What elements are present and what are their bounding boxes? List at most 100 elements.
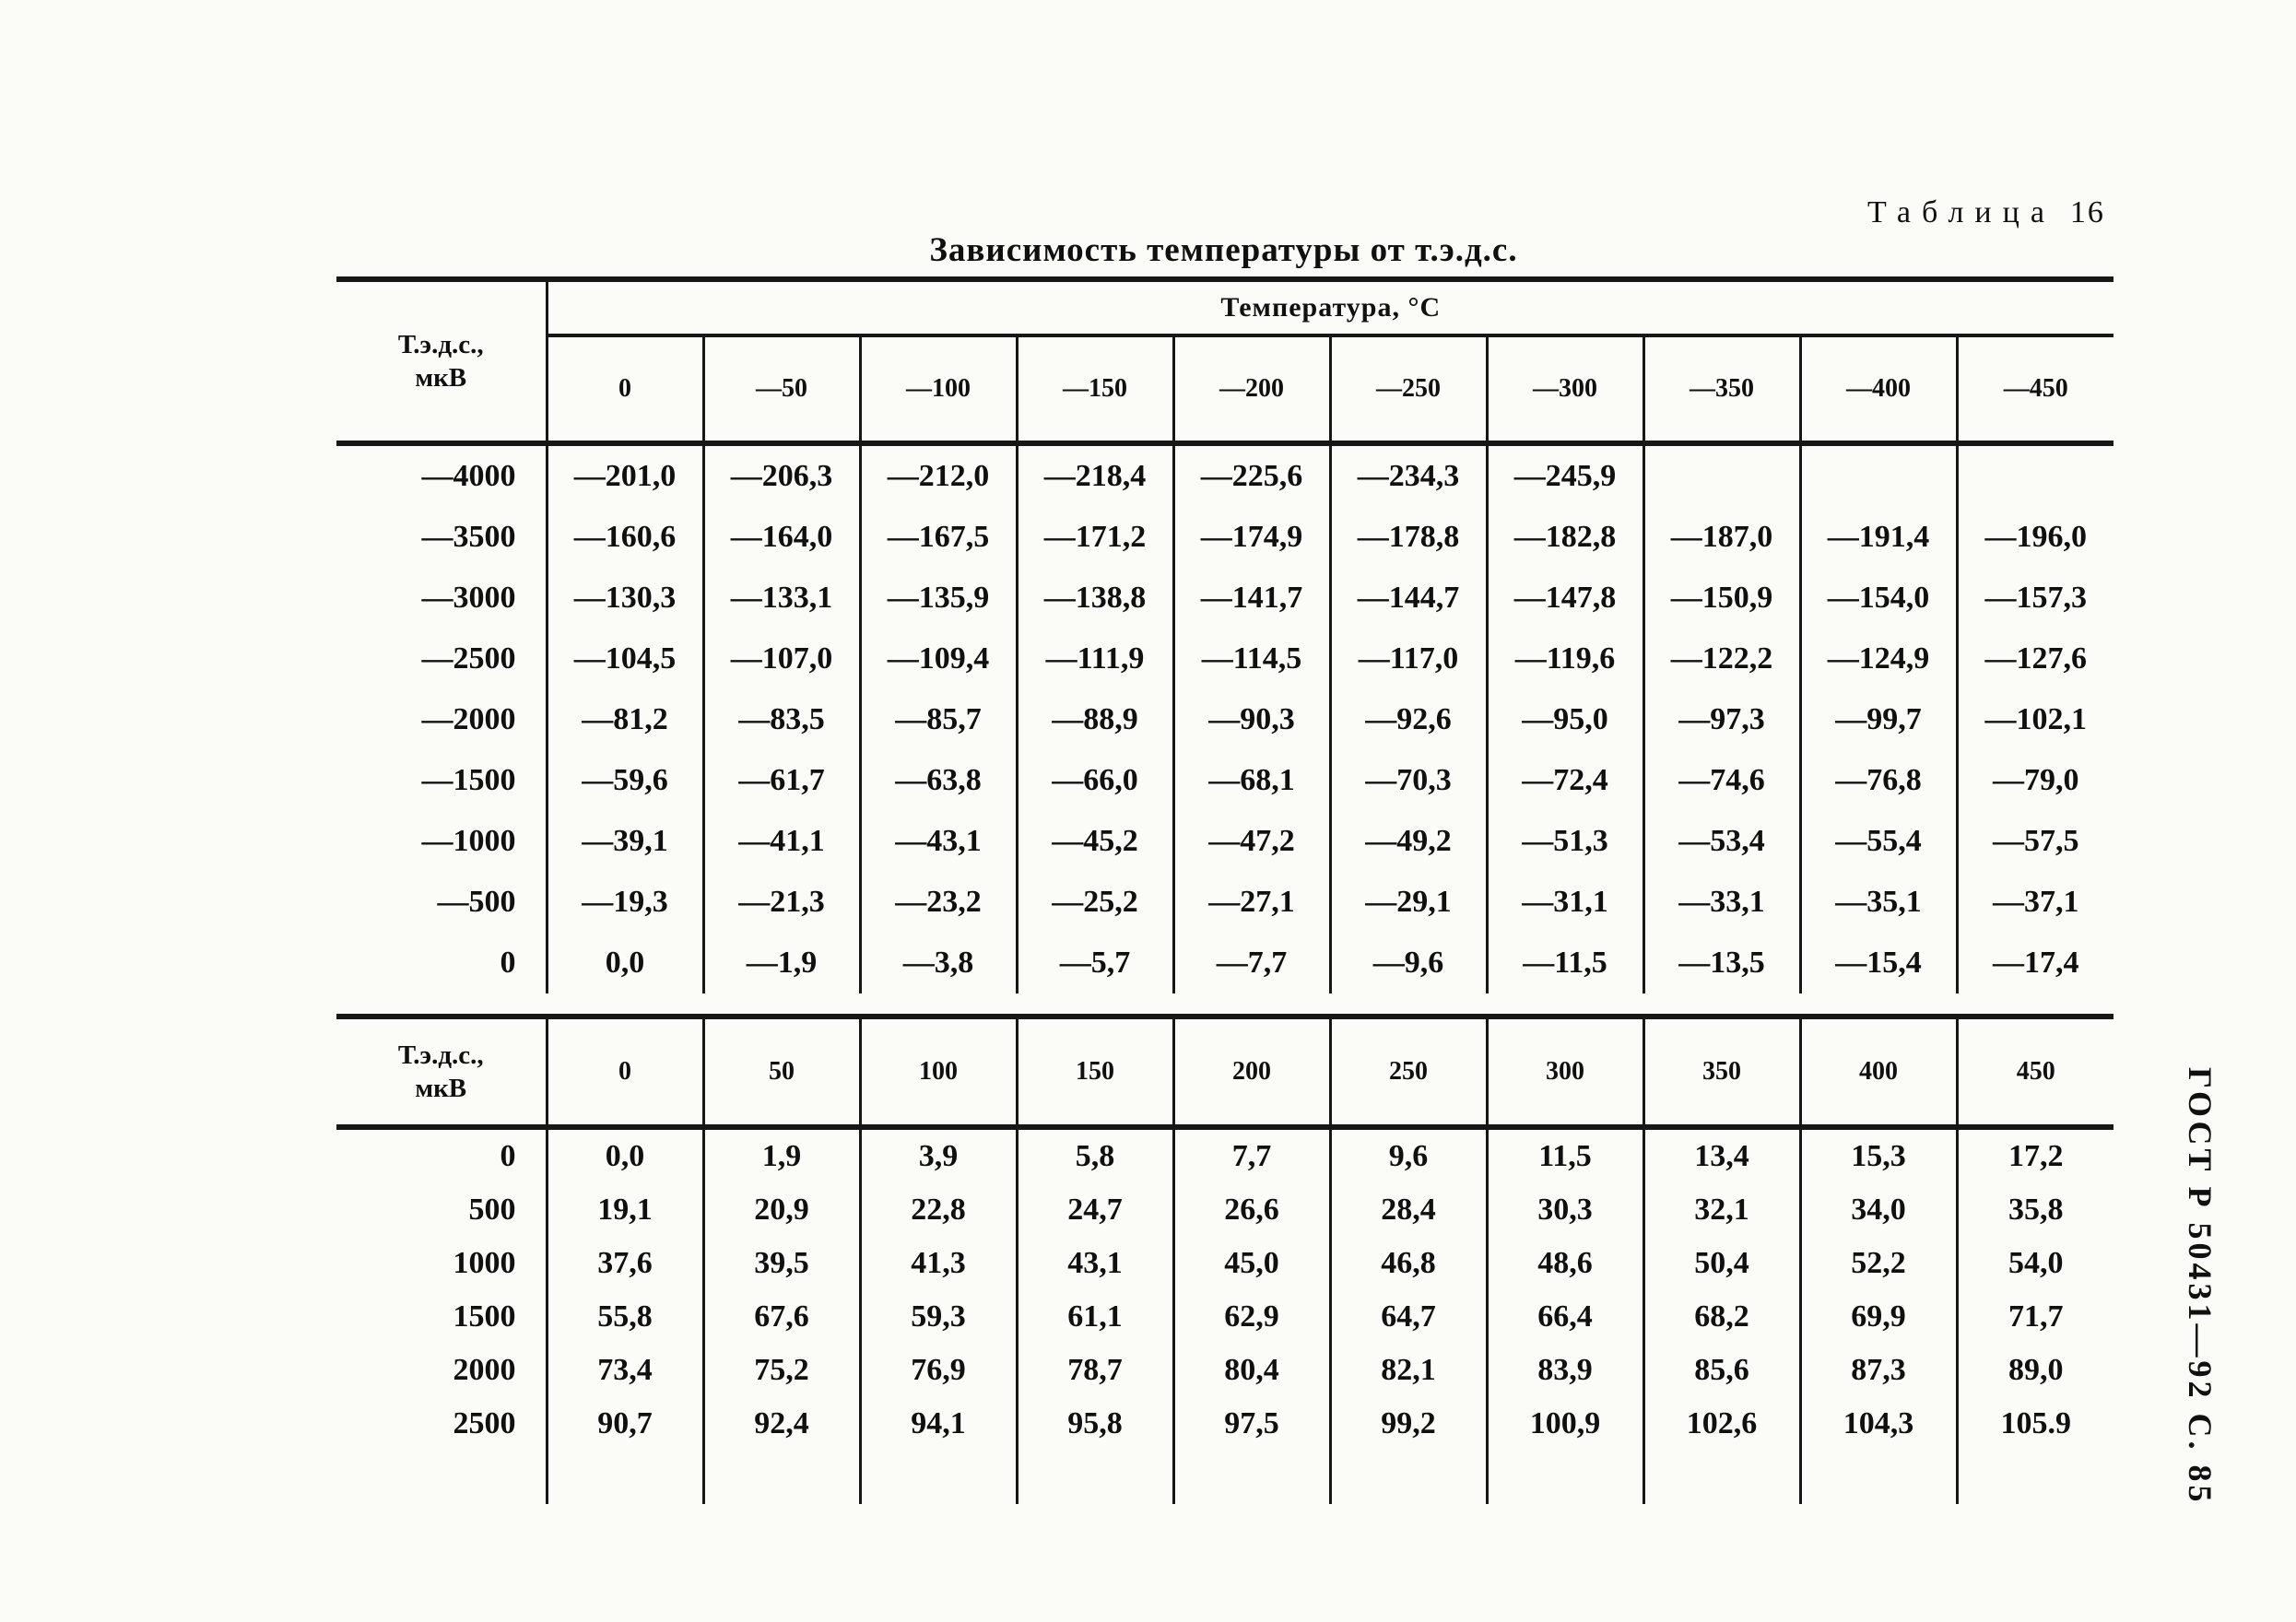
row-label: —500 <box>437 885 516 919</box>
table-cell <box>1172 1451 1330 1504</box>
table-cell: 82,1 <box>1328 1344 1487 1397</box>
table-cell: —127,6 <box>1955 629 2114 689</box>
row-label: 2500 <box>453 1406 516 1440</box>
table-cell: —11,5 <box>1485 933 1643 993</box>
col-header: 200 <box>1172 1017 1330 1130</box>
table-cell <box>1642 443 1800 507</box>
col-header: —450 <box>1955 335 2114 446</box>
table-cell: —25,2 <box>1015 872 1173 933</box>
table-cell: —124,9 <box>1798 629 1957 689</box>
table-cell: —130,3 <box>545 568 703 629</box>
table-cell: 87,3 <box>1798 1344 1957 1397</box>
table-cell <box>1485 1451 1643 1504</box>
row-label: —4000 <box>421 459 516 493</box>
table-cell: —178,8 <box>1328 507 1487 568</box>
table-row: —1500 —59,6 —61,7 —63,8 —66,0 —68,1 —70,3 —72,4… <box>336 750 2114 811</box>
table-cell: —43,1 <box>858 811 1017 872</box>
table-cell: —191,4 <box>1798 507 1957 568</box>
table-cell: —1,9 <box>701 933 860 993</box>
table-cell: 48,6 <box>1485 1237 1643 1290</box>
table-cell: —9,6 <box>1328 933 1487 993</box>
table-cell: —63,8 <box>858 750 1017 811</box>
table-cell: —141,7 <box>1172 568 1330 629</box>
table-row: —3000 —130,3 —133,1 —135,9 —138,8 —141,7 —144,… <box>336 568 2114 629</box>
emf-table-negative: Т.э.д.с., мкВ Температура, °С 0 —50 —100 —1… <box>336 276 2114 993</box>
table-cell: —119,6 <box>1485 629 1643 689</box>
table-row: 2000 73,4 75,2 76,9 78,7 80,4 82,1 83,9 85,6 87,3… <box>336 1344 2113 1397</box>
table-cell <box>545 1451 703 1504</box>
table-row: —4000 —201,0 —206,3 —212,0 —218,4 —225,6 —234,… <box>336 443 2114 507</box>
table-cell: 105.9 <box>1955 1397 2113 1451</box>
table-cell: —114,5 <box>1172 629 1330 689</box>
table-cell: —7,7 <box>1172 933 1330 993</box>
table-cell: 83,9 <box>1485 1344 1643 1397</box>
table-row: —2000 —81,2 —83,5 —85,7 —88,9 —90,3 —92,6 —95,0… <box>336 689 2114 750</box>
col-header: —300 <box>1485 335 1643 446</box>
corner-label-line1: Т.э.д.с., <box>397 1040 484 1070</box>
corner-label-line1: Т.э.д.с., <box>397 329 484 359</box>
row-label: 0 <box>500 946 516 980</box>
table-cell: 78,7 <box>1015 1344 1173 1397</box>
table-cell: —37,1 <box>1955 872 2114 933</box>
table-row: —3500 —160,6 —164,0 —167,5 —171,2 —174,9 —178,… <box>336 507 2114 568</box>
table-cell <box>1955 1451 2113 1504</box>
row-label: 500 <box>468 1193 516 1227</box>
table-cell: —144,7 <box>1328 568 1487 629</box>
table-cell: —70,3 <box>1328 750 1487 811</box>
table-cell: —97,3 <box>1642 689 1800 750</box>
table-cell: 20,9 <box>701 1183 860 1237</box>
table-cell <box>1955 443 2114 507</box>
table-cell <box>858 1451 1017 1504</box>
table-cell: —27,1 <box>1172 872 1330 933</box>
table-cell: —122,2 <box>1642 629 1800 689</box>
table-body: —4000 —201,0 —206,3 —212,0 —218,4 —225,6 —234,… <box>336 443 2114 993</box>
table-cell: 52,2 <box>1798 1237 1957 1290</box>
row-label: 1500 <box>453 1299 516 1334</box>
table-cell: —66,0 <box>1015 750 1173 811</box>
table-cell <box>1328 1451 1487 1504</box>
table-row: 500 19,1 20,9 22,8 24,7 26,6 28,4 30,3 32,1 34,0 3… <box>336 1183 2113 1237</box>
table-cell: 59,3 <box>858 1290 1017 1344</box>
table-cell: 35,8 <box>1955 1183 2113 1237</box>
table-cell: —135,9 <box>858 568 1017 629</box>
table-cell: 22,8 <box>858 1183 1017 1237</box>
table-cell: —55,4 <box>1798 811 1957 872</box>
table-cell: 17,2 <box>1955 1127 2113 1183</box>
table-cell: —51,3 <box>1485 811 1643 872</box>
table-cell: —13,5 <box>1642 933 1800 993</box>
table-cell: —15,4 <box>1798 933 1957 993</box>
table-cell: —138,8 <box>1015 568 1173 629</box>
table-cell: 97,5 <box>1172 1397 1330 1451</box>
table-cell: —57,5 <box>1955 811 2114 872</box>
table-cell: 75,2 <box>701 1344 860 1397</box>
table-cell: 90,7 <box>545 1397 703 1451</box>
col-header: 350 <box>1642 1017 1800 1130</box>
table-cell: 9,6 <box>1328 1127 1487 1183</box>
table-cell: 5,8 <box>1015 1127 1173 1183</box>
table-cell: 69,9 <box>1798 1290 1957 1344</box>
table-cell: —33,1 <box>1642 872 1800 933</box>
table-cell: —99,7 <box>1798 689 1957 750</box>
table-row: 0 0,0 1,9 3,9 5,8 7,7 9,6 11,5 13,4 15,3 17,2 <box>336 1127 2113 1183</box>
table-cell: 85,6 <box>1642 1344 1800 1397</box>
table-cell: —92,6 <box>1328 689 1487 750</box>
table-caption: Таблица 16 <box>1867 195 2105 230</box>
table-cell: —17,4 <box>1955 933 2114 993</box>
col-header: 100 <box>858 1017 1017 1130</box>
table-cell: 39,5 <box>701 1237 860 1290</box>
table-cell: 34,0 <box>1798 1183 1957 1237</box>
col-header: 400 <box>1798 1017 1957 1130</box>
table-cell: 73,4 <box>545 1344 703 1397</box>
table-cell: —245,9 <box>1485 443 1643 507</box>
table-cell <box>1642 1451 1800 1504</box>
table-cell: —35,1 <box>1798 872 1957 933</box>
table-cell: —74,6 <box>1642 750 1800 811</box>
table-cell: 80,4 <box>1172 1344 1330 1397</box>
table-cell: 67,6 <box>701 1290 860 1344</box>
col-header: 0 <box>545 1017 703 1130</box>
table-cell: 7,7 <box>1172 1127 1330 1183</box>
table-cell: 3,9 <box>858 1127 1017 1183</box>
table-cell: —68,1 <box>1172 750 1330 811</box>
table-cell <box>1798 1451 1957 1504</box>
table-row: 1500 55,8 67,6 59,3 61,1 62,9 64,7 66,4 68,2 69,9… <box>336 1290 2113 1344</box>
